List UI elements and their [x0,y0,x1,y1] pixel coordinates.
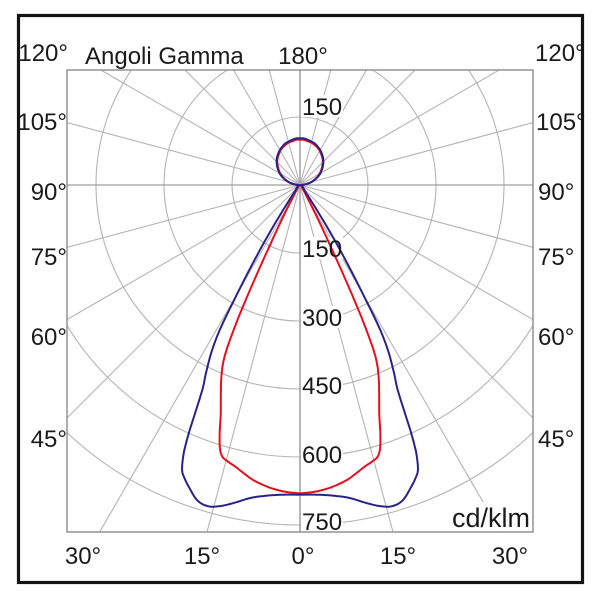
angle-label-right-75: 75° [538,244,574,271]
label-mask [441,502,533,531]
ring-label-600: 600 [302,442,342,469]
angle-label-left-90: 90° [31,179,67,206]
angle-label-left-75: 75° [31,244,67,271]
angle-label-right-45: 45° [538,426,574,453]
left-angle-labels: 120° 105° 90° 75° 60° 45° [17,40,68,453]
label-mask [301,237,343,259]
radial-gridline [299,184,533,249]
angle-label-right-60: 60° [538,324,574,351]
curve-blue [181,137,419,508]
ring-label-150-upper: 150 [302,94,342,121]
ring-value-labels: 150 150 300 450 600 750 [302,94,342,536]
chart-title: Angoli Gamma [85,43,244,70]
radial-gridline [184,70,301,186]
radial-gridline [67,184,301,321]
angle-label-bottom-30-left: 30° [65,543,101,570]
label-mask [301,509,343,531]
radial-gridline [67,121,301,186]
label-masks [301,95,533,531]
outer-frame [16,13,585,585]
bottom-angle-labels: 30° 15° 0° 15° 30° [65,543,528,570]
photometric-curves [181,137,419,508]
radial-gridline [299,121,533,186]
label-mask [301,443,343,465]
label-mask [301,306,343,328]
right-angle-labels: 120° 105° 90° 75° 60° 45° [535,40,586,453]
angle-label-right-120: 120° [535,40,585,67]
angle-label-right-90: 90° [538,179,574,206]
angle-label-left-105: 105° [17,109,67,136]
radial-gridline [67,184,301,419]
ring-label-150: 150 [302,236,342,263]
angle-label-left-60: 60° [31,324,67,351]
ring-label-300: 300 [302,305,342,332]
radial-gridline [67,184,301,249]
radial-gridline [299,70,501,186]
label-mask [301,374,343,396]
ring-label-750: 750 [302,509,342,536]
radial-gridline [99,70,301,186]
angle-label-left-120: 120° [18,40,68,67]
angle-label-bottom-0: 0° [292,543,315,570]
angle-label-left-45: 45° [31,426,67,453]
radial-gridline [299,184,533,419]
radial-gridline [299,184,533,321]
ring-label-450: 450 [302,373,342,400]
angle-label-bottom-15-left: 15° [184,543,220,570]
radial-gridline [299,70,416,186]
angle-label-right-105: 105° [536,109,586,136]
unit-label: cd/klm [452,503,530,533]
label-mask [301,95,343,117]
angle-label-bottom-30-right: 30° [492,543,528,570]
angle-label-bottom-15-right: 15° [380,543,416,570]
plot-border [66,69,534,533]
angle-label-top-180: 180° [278,43,328,70]
radial-gridline [206,184,301,532]
